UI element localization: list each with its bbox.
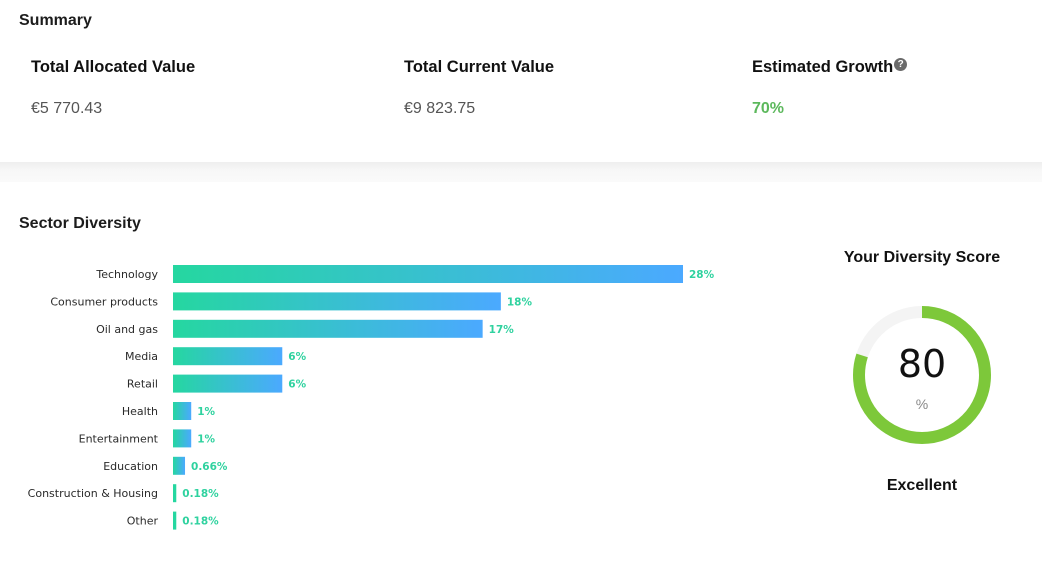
chart-bars: Technology 28% Consumer products 18% Oil and… (28, 265, 715, 530)
value-label: 18% (507, 296, 533, 308)
question-circle-icon[interactable]: ? (894, 58, 908, 71)
value-label: 0.18% (182, 488, 219, 500)
estimated-growth-label: Estimated Growth (752, 58, 894, 76)
summary-card: Summary Total Allocated Value €5 770.43 … (0, 0, 1042, 162)
sector-bar[interactable] (173, 319, 483, 338)
total-current-value: €9 823.75 (404, 100, 476, 117)
sector-bar[interactable] (173, 456, 186, 475)
total-current-label: Total Current Value (404, 58, 555, 76)
sector-diversity-card: Sector Diversity Technology 28% Consumer p… (0, 182, 1042, 562)
estimated-growth-header: Estimated Growth? (752, 58, 908, 77)
category-label: Technology (95, 268, 158, 281)
gauge-progress (853, 306, 991, 444)
category-label: Construction & Housing (28, 487, 158, 500)
category-label: Education (103, 460, 158, 473)
sector-diversity-title: Sector Diversity (19, 215, 141, 232)
total-allocated-label: Total Allocated Value (31, 58, 196, 76)
value-label: 0.18% (182, 516, 219, 528)
estimated-growth-value: 70% (752, 100, 785, 117)
section-divider (0, 162, 1042, 182)
value-label: 6% (288, 379, 306, 391)
sector-bar[interactable] (173, 429, 192, 448)
category-label: Health (122, 405, 158, 418)
category-label: Oil and gas (96, 323, 158, 336)
diversity-score-rating: Excellent (886, 477, 958, 494)
diversity-score-title: Your Diversity Score (843, 249, 1001, 266)
total-current-metric: Total Current Value €9 823.75 (404, 58, 555, 117)
sector-bar[interactable] (173, 347, 283, 366)
category-label: Entertainment (79, 432, 159, 445)
diversity-score-gauge: 80 % (851, 304, 993, 446)
summary-title: Summary (19, 12, 92, 29)
value-label: 1% (197, 433, 215, 445)
diversity-score-ring (853, 306, 991, 444)
sector-bar[interactable] (173, 374, 283, 393)
diversity-score-unit: % (915, 396, 929, 412)
sector-bar[interactable] (173, 484, 177, 503)
category-label: Media (125, 350, 158, 363)
diversity-score-value: 80 (897, 342, 947, 386)
total-allocated-metric: Total Allocated Value €5 770.43 (31, 58, 196, 117)
value-label: 0.66% (191, 461, 228, 473)
value-label: 28% (689, 269, 715, 281)
category-label: Retail (127, 378, 158, 391)
sector-bar[interactable] (173, 402, 192, 420)
sector-bar[interactable] (173, 265, 683, 283)
value-label: 1% (197, 406, 215, 418)
value-label: 6% (288, 351, 306, 363)
sector-bar[interactable] (173, 511, 177, 530)
sector-bar-chart: Technology 28% Consumer products 18% Oil and… (28, 265, 715, 530)
category-label: Other (127, 515, 159, 528)
estimated-growth-metric: Estimated Growth? 70% (752, 58, 908, 117)
category-label: Consumer products (50, 295, 158, 308)
sector-bar[interactable] (173, 292, 501, 311)
total-allocated-value: €5 770.43 (31, 100, 103, 117)
value-label: 17% (489, 324, 515, 336)
